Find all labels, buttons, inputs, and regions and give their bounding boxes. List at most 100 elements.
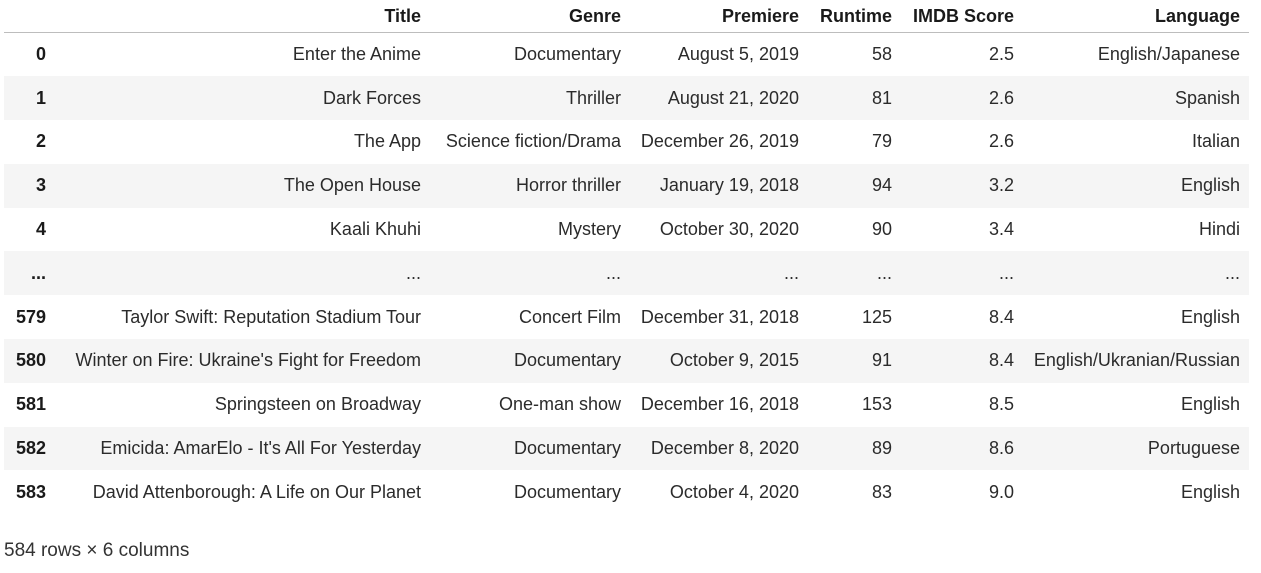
table-row: 2 The App Science fiction/Drama December 26… [4, 120, 1249, 164]
cell-genre: One-man show [498, 394, 621, 415]
cell-title: Dark Forces [322, 87, 421, 108]
cell-imdb-score: 3.2 [988, 175, 1014, 196]
cell-title: The App [353, 131, 421, 152]
cell-genre: Science fiction/Drama [445, 131, 621, 152]
cell-genre: ... [605, 262, 621, 283]
cell-title: Springsteen on Broadway [214, 394, 421, 415]
cell-genre: Documentary [513, 481, 621, 502]
table-row: 583 David Attenborough: A Life on Our Pla… [4, 470, 1249, 515]
cell-premiere: December 16, 2018 [640, 394, 799, 415]
row-index: 4 [35, 219, 46, 240]
cell-genre: Thriller [565, 87, 621, 108]
cell-premiere: August 5, 2019 [677, 44, 799, 65]
cell-genre: Documentary [513, 438, 621, 459]
cell-premiere: October 9, 2015 [669, 350, 799, 371]
cell-premiere: December 8, 2020 [650, 438, 799, 459]
cell-premiere: October 4, 2020 [669, 481, 799, 502]
row-index: ... [30, 262, 46, 283]
index-header [4, 0, 55, 33]
row-index: 1 [35, 87, 46, 108]
row-index: 2 [35, 131, 46, 152]
table-row: 582 Emicida: AmarElo - It's All For Yeste… [4, 426, 1249, 471]
cell-title: The Open House [283, 175, 421, 196]
dataframe-shape-info: 584 rows × 6 columns [4, 540, 190, 561]
cell-runtime: 125 [861, 306, 892, 327]
cell-imdb-score: 8.5 [988, 394, 1014, 415]
cell-genre: Mystery [558, 219, 621, 240]
cell-imdb-score: 8.4 [988, 350, 1014, 371]
table-row: 3 The Open House Horror thriller January 19… [4, 163, 1249, 208]
cell-runtime: ... [876, 262, 892, 283]
dataframe-output: Title Genre Premiere Runtime IMDB Score … [4, 0, 1249, 515]
row-index: 3 [35, 175, 46, 196]
cell-premiere: ... [783, 262, 799, 283]
cell-imdb-score: 2.6 [988, 131, 1014, 152]
table-header: Title Genre Premiere Runtime IMDB Score … [4, 0, 1249, 33]
cell-imdb-score: 8.4 [988, 306, 1014, 327]
cell-runtime: 153 [861, 394, 892, 415]
row-index: 583 [15, 481, 46, 502]
row-index: 580 [15, 350, 46, 371]
cell-runtime: 79 [871, 131, 892, 152]
column-header-language: Language [1023, 0, 1249, 33]
column-header-title: Title [55, 0, 430, 33]
cell-language: Italian [1191, 131, 1240, 152]
cell-premiere: August 21, 2020 [667, 87, 799, 108]
cell-premiere: January 19, 2018 [659, 175, 799, 196]
cell-genre: Horror thriller [515, 175, 621, 196]
cell-premiere: December 26, 2019 [640, 131, 799, 152]
cell-title: Kaali Khuhi [329, 219, 421, 240]
header-row: Title Genre Premiere Runtime IMDB Score … [4, 0, 1249, 33]
cell-language: Spanish [1174, 87, 1240, 108]
table-row: 1 Dark Forces Thriller August 21, 2020 81 2.6… [4, 76, 1249, 121]
table-body: 0 Enter the Anime Documentary August 5, 201… [4, 32, 1249, 515]
dataframe-table: Title Genre Premiere Runtime IMDB Score … [4, 0, 1249, 515]
cell-language: ... [1224, 262, 1240, 283]
column-header-genre: Genre [430, 0, 630, 33]
cell-language: English/Ukranian/Russian [1033, 350, 1240, 371]
cell-title: ... [405, 262, 421, 283]
cell-title: Taylor Swift: Reputation Stadium Tour [121, 306, 421, 327]
row-index: 0 [35, 44, 46, 65]
cell-imdb-score: 8.6 [988, 438, 1014, 459]
column-header-runtime: Runtime [808, 0, 901, 33]
cell-runtime: 91 [871, 350, 892, 371]
table-row: 580 Winter on Fire: Ukraine's Fight for F… [4, 339, 1249, 383]
cell-imdb-score: 9.0 [988, 481, 1014, 502]
cell-imdb-score: 2.6 [988, 87, 1014, 108]
cell-title: Winter on Fire: Ukraine's Fight for Free… [75, 350, 421, 371]
column-header-premiere: Premiere [630, 0, 808, 33]
row-index: 581 [15, 394, 46, 415]
cell-genre: Concert Film [518, 306, 621, 327]
row-index: 579 [15, 306, 46, 327]
cell-genre: Documentary [513, 44, 621, 65]
cell-runtime: 58 [871, 44, 892, 65]
cell-language: English [1180, 175, 1240, 196]
cell-imdb-score: 3.4 [988, 219, 1014, 240]
cell-runtime: 83 [871, 481, 892, 502]
cell-genre: Documentary [513, 350, 621, 371]
cell-runtime: 94 [871, 175, 892, 196]
cell-language: Portuguese [1147, 438, 1240, 459]
cell-premiere: December 31, 2018 [640, 306, 799, 327]
cell-language: English [1180, 306, 1240, 327]
cell-title: David Attenborough: A Life on Our Planet [92, 481, 421, 502]
table-row: 0 Enter the Anime Documentary August 5, 201… [4, 32, 1249, 77]
column-header-imdb-score: IMDB Score [901, 0, 1023, 33]
cell-title: Enter the Anime [292, 44, 421, 65]
cell-title: Emicida: AmarElo - It's All For Yesterda… [100, 438, 421, 459]
cell-runtime: 89 [871, 438, 892, 459]
cell-imdb-score: 2.5 [988, 44, 1014, 65]
table-row: ..................... [4, 251, 1249, 296]
cell-runtime: 90 [871, 219, 892, 240]
cell-language: English [1180, 394, 1240, 415]
row-index: 582 [15, 438, 46, 459]
table-row: 581 Springsteen on Broadway One-man show De… [4, 382, 1249, 427]
cell-imdb-score: ... [998, 262, 1014, 283]
cell-premiere: October 30, 2020 [659, 219, 799, 240]
cell-language: English/Japanese [1097, 44, 1240, 65]
table-row: 4 Kaali Khuhi Mystery October 30, 2020 90 3.4… [4, 207, 1249, 252]
cell-language: English [1180, 481, 1240, 502]
cell-language: Hindi [1198, 219, 1240, 240]
cell-runtime: 81 [871, 87, 892, 108]
